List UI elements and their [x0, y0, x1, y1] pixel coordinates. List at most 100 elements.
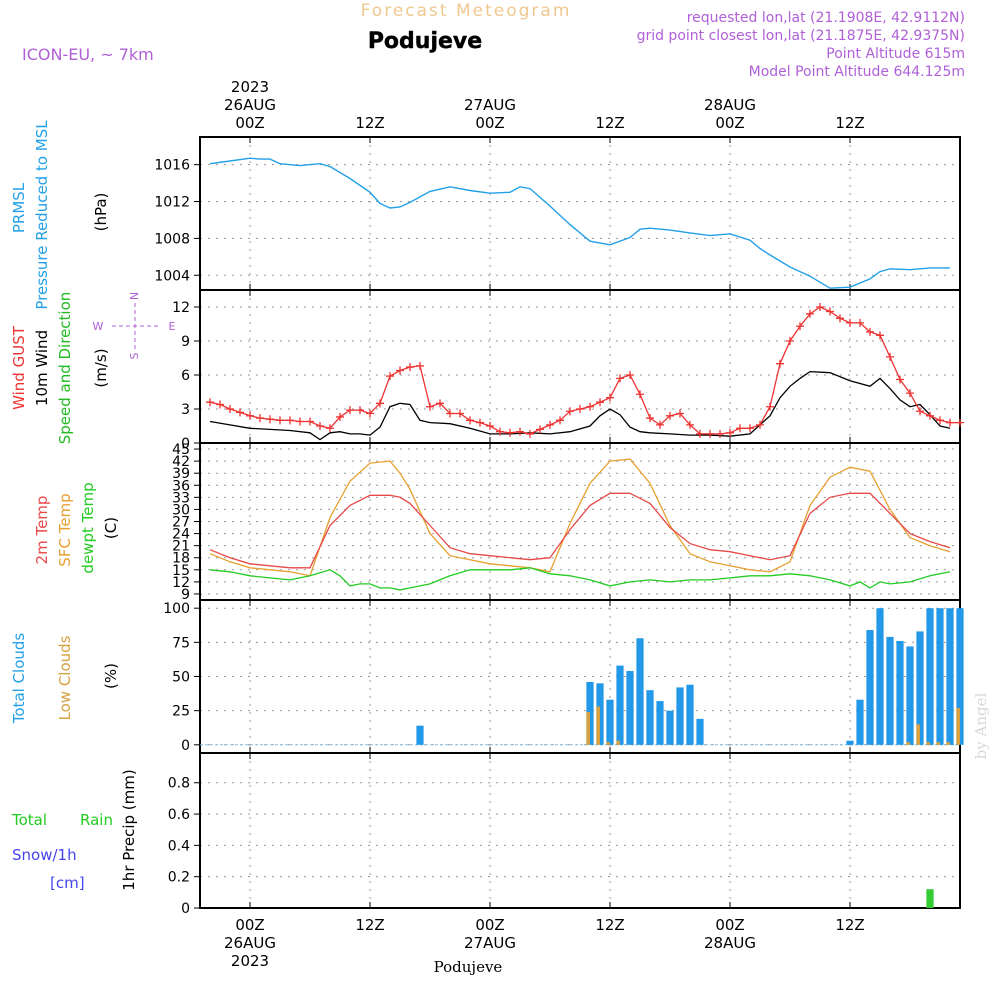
gust-marker — [576, 405, 584, 413]
total-clouds-bar — [926, 608, 934, 745]
gust-marker — [386, 372, 394, 381]
y-tick-label: 100 — [163, 601, 190, 617]
y-tick-label: 1008 — [154, 231, 190, 247]
gust-marker — [936, 416, 944, 425]
low-clouds-bar — [606, 742, 610, 745]
total-clouds-bar — [916, 631, 924, 745]
gust-marker — [496, 427, 504, 436]
total-clouds-bar — [876, 608, 884, 745]
y-tick-label: 36 — [172, 478, 190, 494]
y-tick-label: 12 — [172, 575, 190, 591]
wind-unit: (m/s) — [92, 348, 110, 387]
time-axis-label: 12Z — [595, 916, 624, 934]
gust-marker — [426, 402, 434, 411]
y-tick-label: 0.2 — [168, 870, 190, 886]
compass-west: W — [93, 320, 104, 333]
low-clouds-bar — [936, 742, 940, 745]
gust-marker — [706, 429, 714, 438]
gust-marker — [946, 418, 954, 427]
point-altitude: Point Altitude 615m — [826, 46, 965, 62]
low-clouds-label: Low Clouds — [56, 635, 74, 720]
y-tick-label: 0 — [181, 901, 190, 917]
snow-label: Snow/1h — [12, 846, 77, 864]
y-tick-label: 27 — [172, 515, 190, 531]
y-tick-label: 0.6 — [168, 807, 190, 823]
gust-marker — [416, 361, 424, 370]
gust-marker — [636, 390, 644, 399]
gust-marker — [246, 411, 254, 420]
gust-marker — [656, 420, 664, 429]
y-tick-label: 0.4 — [168, 838, 190, 854]
dewpt-temp-label: dewpt Temp — [79, 482, 97, 573]
gust-marker — [836, 314, 844, 323]
low-clouds-bar — [926, 742, 930, 745]
y-tick-label: 45 — [172, 442, 190, 458]
time-axis-label: 12Z — [355, 916, 384, 934]
total-clouds-bar — [906, 646, 914, 745]
total-clouds-bar — [666, 710, 674, 745]
y-tick-label: 12 — [172, 300, 190, 316]
gust-marker — [516, 427, 524, 436]
y-tick-label: 9 — [181, 587, 190, 603]
wind-10m-label: 10m Wind — [33, 330, 51, 406]
dewpt-temp-line — [209, 567, 951, 591]
gust-marker — [286, 416, 294, 425]
gust-marker — [876, 331, 884, 340]
total-clouds-bar — [606, 699, 614, 745]
gust-marker — [646, 414, 654, 423]
gust-marker — [236, 408, 244, 417]
total-clouds-label: Total Clouds — [10, 633, 28, 725]
total-clouds-bar — [956, 608, 964, 745]
gust-marker — [266, 415, 274, 424]
gust-marker — [606, 393, 614, 402]
gust-marker — [356, 406, 364, 415]
credit-text: by Angel — [972, 692, 990, 759]
y-tick-label: 24 — [172, 527, 190, 543]
time-axis-label: 12Z — [835, 114, 864, 132]
gust-marker — [486, 422, 494, 430]
compass-north: N — [128, 292, 141, 300]
temp-2m-label: 2m Temp — [33, 496, 51, 565]
time-axis-label: 2023 — [231, 952, 269, 970]
gust-marker — [326, 424, 334, 433]
y-tick-label: 50 — [172, 670, 190, 686]
precip-frame — [199, 752, 961, 909]
gust-marker — [786, 337, 794, 345]
gust-marker — [926, 411, 934, 420]
gust-marker — [816, 303, 824, 311]
y-tick-label: 15 — [172, 563, 190, 579]
total-clouds-bar — [846, 740, 854, 745]
total-clouds-bar — [646, 690, 654, 745]
clouds-unit: (%) — [102, 663, 120, 689]
wind-speed-dir-label: Speed and Direction — [56, 292, 74, 445]
gust-marker — [296, 417, 304, 426]
y-tick-label: 6 — [181, 368, 190, 384]
gust-marker — [436, 399, 444, 408]
y-tick-label: 1004 — [154, 268, 190, 284]
total-clouds-bar — [626, 671, 634, 745]
gust-marker — [776, 359, 784, 368]
gust-marker — [596, 398, 604, 407]
temp-2m-line — [209, 492, 951, 569]
y-tick-label: 30 — [172, 502, 190, 518]
panels-layer: 1004100810121016036912912151821242730333… — [154, 136, 964, 917]
wind-10m-line — [209, 370, 951, 441]
y-tick-label: 0 — [181, 436, 190, 452]
gust-marker — [616, 374, 624, 383]
gust-marker — [546, 420, 554, 429]
gust-marker — [696, 429, 704, 438]
pressure-frame — [199, 136, 961, 291]
location-title: Podujeve — [368, 29, 482, 54]
model-label: ICON-EU, ~ 7km — [22, 45, 154, 64]
y-tick-label: 21 — [172, 539, 190, 555]
gust-marker — [276, 416, 284, 425]
time-axis-label: 12Z — [355, 114, 384, 132]
model-altitude: Model Point Altitude 644.125m — [749, 64, 965, 80]
total-clouds-bar — [866, 630, 874, 745]
total-clouds-bar — [936, 608, 944, 745]
wind-frame — [199, 289, 961, 444]
gust-marker — [856, 318, 864, 327]
gust-marker — [686, 420, 694, 429]
